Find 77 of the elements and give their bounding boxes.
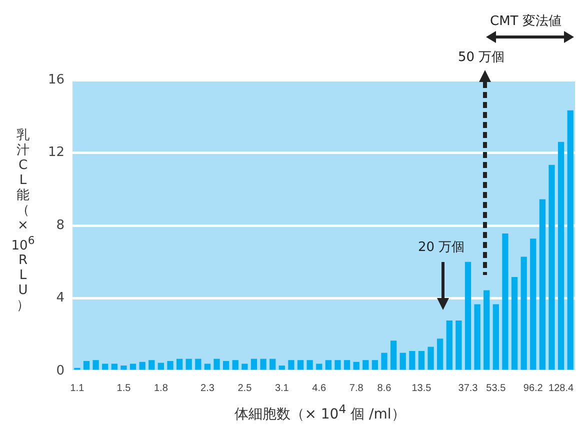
annotation: 20 万個 xyxy=(418,239,465,256)
bar xyxy=(390,340,397,370)
bar xyxy=(530,238,536,370)
x-tick-label: 96.2 xyxy=(523,382,544,394)
y-tick-label: 0 xyxy=(56,363,65,378)
x-tick-label: 13.5 xyxy=(412,382,432,394)
bar xyxy=(418,350,425,370)
x-tick-label: 53.5 xyxy=(486,382,506,394)
bar xyxy=(288,360,294,370)
bar xyxy=(306,360,313,370)
bar xyxy=(474,304,480,370)
bar xyxy=(446,320,452,370)
bar xyxy=(316,364,322,370)
bar xyxy=(120,366,127,370)
bar xyxy=(464,262,472,370)
x-tick-label: 2.3 xyxy=(200,382,215,394)
bar xyxy=(548,164,555,370)
bar xyxy=(381,352,388,370)
x-axis-title: 体細胞数（× 10$^{4}$ 個 /ml） xyxy=(234,402,406,424)
x-tick-label: 1.1 xyxy=(70,382,85,394)
x-tick-label: 8.6 xyxy=(377,382,392,394)
bar xyxy=(344,360,350,370)
bar xyxy=(92,360,99,370)
x-tick-label: 37.3 xyxy=(458,382,478,394)
bar xyxy=(428,346,434,370)
bar xyxy=(511,276,518,370)
bar xyxy=(456,320,462,370)
bar xyxy=(214,358,220,370)
bar xyxy=(102,364,108,370)
bar xyxy=(176,358,183,370)
bar xyxy=(539,199,546,370)
bar xyxy=(492,304,499,370)
bar xyxy=(567,110,574,370)
x-tick-label: 2.5 xyxy=(238,382,252,394)
bar xyxy=(409,350,416,370)
x-tick-label: 3.1 xyxy=(274,382,290,394)
text: 乳汁CL能（×10$^{6}$RLU） xyxy=(11,128,35,314)
bar xyxy=(204,364,211,370)
bar xyxy=(325,360,332,370)
x-tick-label: 1.8 xyxy=(154,382,168,394)
text: CMT 変法値 xyxy=(490,13,562,30)
bar xyxy=(139,362,146,370)
y-tick-label: 12 xyxy=(48,145,65,160)
y-tick-label: 16 xyxy=(48,72,65,88)
y-tick-label: 8 xyxy=(56,218,65,233)
bar xyxy=(195,358,202,370)
bar xyxy=(242,364,248,370)
bar xyxy=(334,360,341,370)
bar xyxy=(158,362,164,370)
x-tick-label: 1.5 xyxy=(116,382,132,394)
x-tick-label: 128.4 xyxy=(548,382,574,394)
text: 50 万個 xyxy=(458,49,505,66)
bar xyxy=(362,360,369,370)
bar xyxy=(186,358,192,370)
bar xyxy=(260,358,266,370)
y-tick-label: 4 xyxy=(56,290,65,306)
bar xyxy=(520,256,527,370)
bar xyxy=(437,338,444,370)
bar xyxy=(278,366,285,370)
bar xyxy=(232,360,238,370)
bar xyxy=(270,358,276,370)
bar xyxy=(502,234,508,370)
bar xyxy=(148,360,155,370)
bar xyxy=(400,352,406,370)
bar xyxy=(297,360,304,370)
bar xyxy=(250,358,258,370)
bar xyxy=(223,360,230,370)
bar xyxy=(372,360,378,370)
bar xyxy=(558,142,564,370)
bar xyxy=(484,290,490,370)
bar xyxy=(130,364,136,370)
x-tick-label: 4.6 xyxy=(312,382,327,394)
bar xyxy=(111,364,118,370)
x-tick-label: 7.8 xyxy=(349,382,364,394)
bar xyxy=(353,362,360,370)
bar xyxy=(167,360,174,370)
bar xyxy=(83,360,90,370)
